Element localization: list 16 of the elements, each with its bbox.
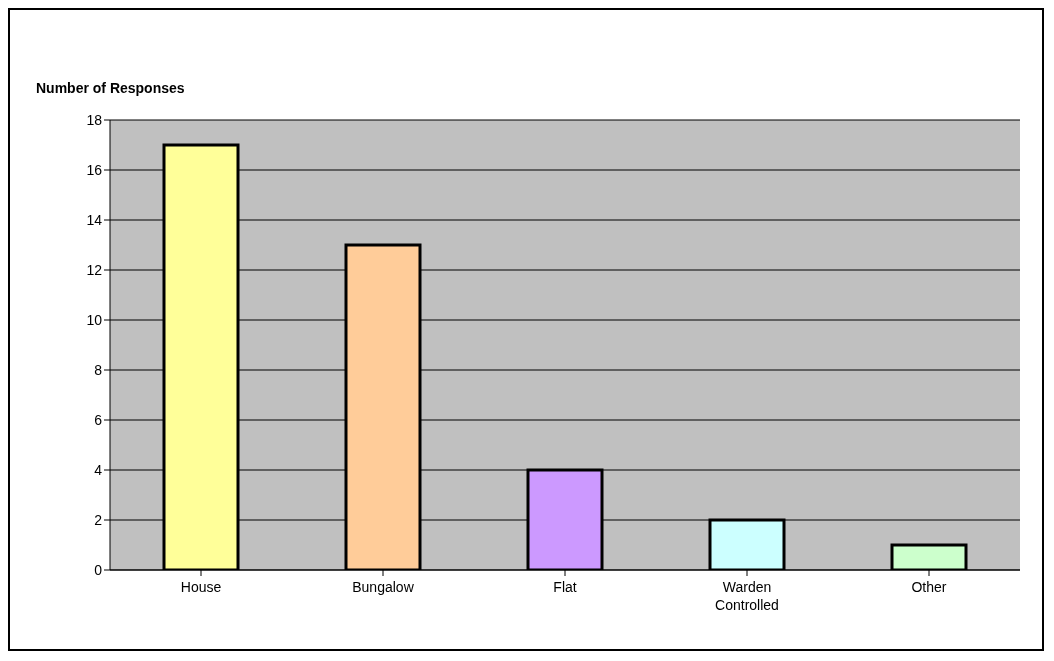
- x-tick-label: Other: [911, 579, 947, 595]
- y-tick-label: 10: [86, 311, 103, 328]
- y-tick-label: 2: [94, 511, 103, 528]
- y-tick-label: 0: [94, 561, 103, 578]
- y-tick-label: 12: [86, 261, 103, 278]
- x-tick-label: House: [180, 579, 222, 595]
- y-tick-label: 18: [86, 111, 103, 128]
- y-tick-label: 8: [94, 361, 103, 378]
- y-tick-label: 16: [86, 161, 103, 178]
- x-tick-label: Flat: [553, 579, 577, 595]
- y-tick-label: 4: [94, 461, 103, 478]
- y-tick-label: 14: [86, 211, 103, 228]
- y-tick-label: 6: [94, 411, 103, 428]
- y-axis-title: Number of Responses: [36, 80, 185, 96]
- x-tick-label: Warden Controlled: [715, 579, 779, 613]
- x-tick-label: Bungalow: [352, 579, 415, 595]
